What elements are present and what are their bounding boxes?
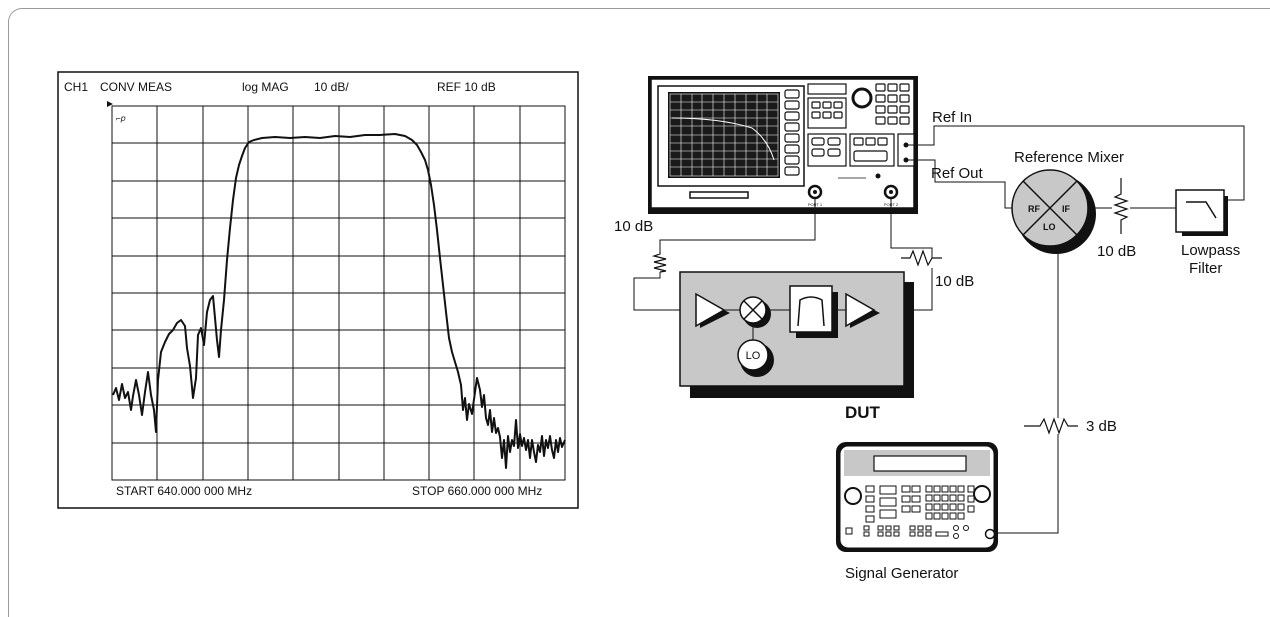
attenuator-port2: 10 dB	[901, 249, 974, 290]
disk-slot	[689, 191, 749, 199]
device-under-test: LO DUT	[679, 271, 914, 422]
marker-annotation: ⌐𝘱	[116, 114, 126, 123]
stop-frequency: STOP 660.000 000 MHz	[412, 484, 542, 498]
signal-generator-label: Signal Generator	[845, 565, 958, 582]
dut-lo-label: LO	[746, 350, 761, 362]
mixer-if-port: IF	[1062, 204, 1071, 214]
reference-mixer-label: Reference Mixer	[1014, 149, 1124, 166]
header-channel: CH1	[64, 80, 88, 94]
lowpass-filter: Lowpass Filter	[1175, 189, 1240, 277]
filter-response-trace	[112, 133, 566, 469]
page-frame	[8, 8, 1270, 617]
analyzer-screen-grid	[669, 93, 779, 177]
generator-keypad	[845, 485, 975, 539]
mixer-lo-port: LO	[1043, 222, 1056, 232]
ref-out-label: Ref Out	[931, 165, 984, 182]
reference-marker	[107, 101, 113, 107]
analyzer-keypad	[807, 83, 915, 167]
reference-mixer: RF IF LO	[1011, 169, 1096, 254]
attenuator-port1: 10 dB	[614, 218, 667, 273]
ref-in-label: Ref In	[932, 109, 972, 126]
measurement-plot: CH1 CONV MEAS log MAG 10 dB/ REF 10 dB	[57, 71, 579, 509]
network-analyzer: PORT 1 PORT 2	[648, 76, 918, 214]
start-frequency: START 640.000 000 MHz	[116, 484, 252, 498]
attenuator-generator-label: 3 dB	[1086, 418, 1117, 435]
attenuator-port2-label: 10 dB	[935, 273, 974, 290]
signal-generator: Signal Generator	[836, 442, 998, 582]
dut-label: DUT	[845, 403, 881, 422]
attenuator-port1-label: 10 dB	[614, 218, 653, 235]
header-scale: 10 dB/	[314, 80, 349, 94]
generator-output-connector	[984, 528, 996, 540]
lowpass-label-line1: Lowpass	[1181, 242, 1240, 259]
mixer-rf-port: RF	[1028, 204, 1040, 214]
plot-outer-border	[57, 71, 579, 509]
attenuator-mixer: 10 dB	[1097, 178, 1136, 260]
test-setup-diagram: PORT 1 PORT 2	[614, 76, 1245, 582]
lowpass-label-line2: Filter	[1189, 260, 1222, 277]
plot-grid	[111, 105, 566, 481]
header-measurement: CONV MEAS	[100, 80, 172, 94]
header-reference: REF 10 dB	[437, 80, 496, 94]
attenuator-generator: 3 dB	[1024, 417, 1117, 435]
softkey-column	[784, 89, 800, 176]
attenuator-mixer-label: 10 dB	[1097, 243, 1136, 260]
header-format: log MAG	[242, 80, 289, 94]
